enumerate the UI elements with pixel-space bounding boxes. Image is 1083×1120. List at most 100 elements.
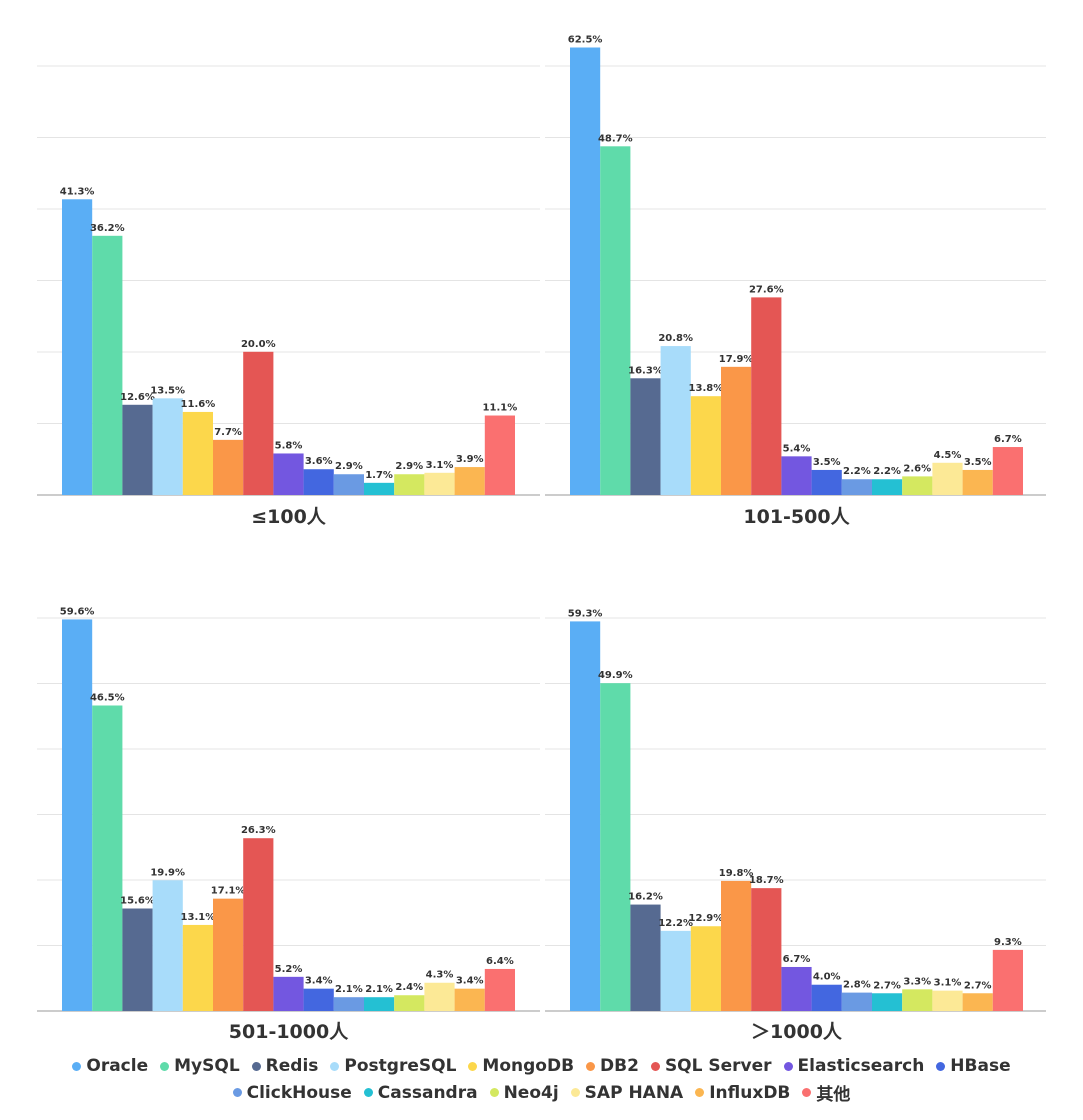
data-label: 59.3% [568,608,603,619]
legend-dot-icon [695,1088,705,1097]
data-label: 6.7% [783,954,811,965]
data-label: 59.6% [60,606,95,617]
data-label: 2.2% [873,466,901,477]
bar-其他 [484,968,515,1011]
data-label: 7.7% [214,427,242,438]
group-label: 501-1000人 [229,1021,349,1043]
bar-mysql [92,235,123,496]
legend-dot-icon [650,1061,660,1071]
legend-label: ClickHouse [246,1082,352,1103]
bar-db2 [721,366,752,495]
bar-hbase [811,469,842,495]
charts-svg: 41.3%36.2%12.6%13.5%11.6%7.7%20.0%5.8%3.… [37,35,1046,1043]
legend-label: HBase [950,1056,1011,1076]
data-label: 4.5% [934,450,962,461]
data-label: 12.9% [689,913,724,924]
data-label: 3.5% [964,457,992,468]
bar-postgresql [660,930,691,1011]
chart-panel: 59.6%46.5%15.6%19.9%13.1%17.1%26.3%5.2%3… [37,606,540,1043]
bar-clickhouse [841,479,872,495]
data-label: 62.5% [568,35,603,46]
legend-item: Neo4j [489,1080,559,1105]
data-label: 19.8% [719,868,754,879]
legend-item: 其他 [802,1080,850,1105]
bar-cassandra [364,997,395,1011]
data-label: 3.9% [456,454,484,465]
bar-db2 [213,439,244,495]
data-label: 2.7% [964,980,992,991]
bar-db2 [721,880,752,1011]
bar-sap-hana [424,472,455,495]
data-label: 4.3% [426,970,454,981]
legend-item: Elasticsearch [783,1056,925,1076]
data-label: 5.2% [275,964,303,975]
legend-dot-icon [72,1061,82,1071]
data-label: 3.1% [426,460,454,471]
bar-redis [630,904,661,1011]
bar-hbase [303,988,334,1011]
legend-label: Elasticsearch [797,1056,925,1076]
bar-cassandra [872,479,903,495]
legend-dot-icon [783,1061,793,1071]
bar-postgresql [660,346,691,495]
bar-sql-server [243,838,274,1011]
data-label: 46.5% [90,692,125,703]
data-label: 3.5% [813,457,841,468]
bar-neo4j [902,476,933,495]
bar-oracle [62,619,93,1011]
bar-mongodb [690,396,721,495]
bar-db2 [213,898,244,1011]
legend-item: MySQL [160,1056,240,1076]
bar-mongodb [690,926,721,1011]
legend-label: Neo4j [503,1082,559,1103]
data-label: 2.7% [873,980,901,991]
bar-influxdb [454,467,485,495]
legend-dot-icon [251,1061,261,1071]
data-label: 16.2% [628,892,663,903]
legend-item: InfluxDB [695,1080,790,1105]
bar-neo4j [394,474,425,495]
bar-mongodb [182,411,213,495]
data-label: 17.1% [211,886,246,897]
data-label: 20.0% [241,339,276,350]
data-label: 2.2% [843,466,871,477]
legend-label: SAP HANA [584,1082,684,1103]
data-label: 2.1% [365,984,393,995]
legend-dot-icon [586,1061,596,1071]
bar-cassandra [364,482,395,495]
bar-mysql [92,705,123,1011]
legend-label: SQL Server [664,1056,772,1076]
data-label: 13.5% [150,385,185,396]
legend-dot-icon [160,1061,170,1071]
data-label: 26.3% [241,825,276,836]
data-label: 36.2% [90,223,125,234]
bar-redis [122,908,153,1011]
data-label: 12.2% [658,918,693,929]
data-label: 49.9% [598,670,633,681]
bar-elasticsearch [273,976,304,1011]
bar-mysql [600,146,631,496]
data-label: 1.7% [365,470,393,481]
data-label: 2.1% [335,984,363,995]
bar-clickhouse [333,474,364,495]
legend-item: DB2 [586,1056,639,1076]
legend-item: Oracle [72,1056,148,1076]
bar-oracle [570,47,601,495]
data-label: 16.3% [628,365,663,376]
legend-row-1: Oracle MySQL Redis PostgreSQL MongoDB DB2 SQL … [0,1056,1083,1076]
legend-dot-icon [489,1088,499,1097]
legend-label: PostgreSQL [344,1056,457,1076]
group-label: ＞1000人 [751,1021,843,1043]
legend-dot-icon [936,1061,946,1071]
legend-item: HBase [936,1056,1011,1076]
data-label: 48.7% [598,133,633,144]
data-label: 11.6% [181,399,216,410]
bar-sap-hana [932,990,963,1011]
data-label: 13.1% [181,912,216,923]
data-label: 18.7% [749,875,784,886]
legend-label: MongoDB [482,1056,575,1076]
legend-label: Redis [265,1056,319,1076]
bar-elasticsearch [781,456,812,495]
legend-item: ClickHouse [232,1080,352,1105]
